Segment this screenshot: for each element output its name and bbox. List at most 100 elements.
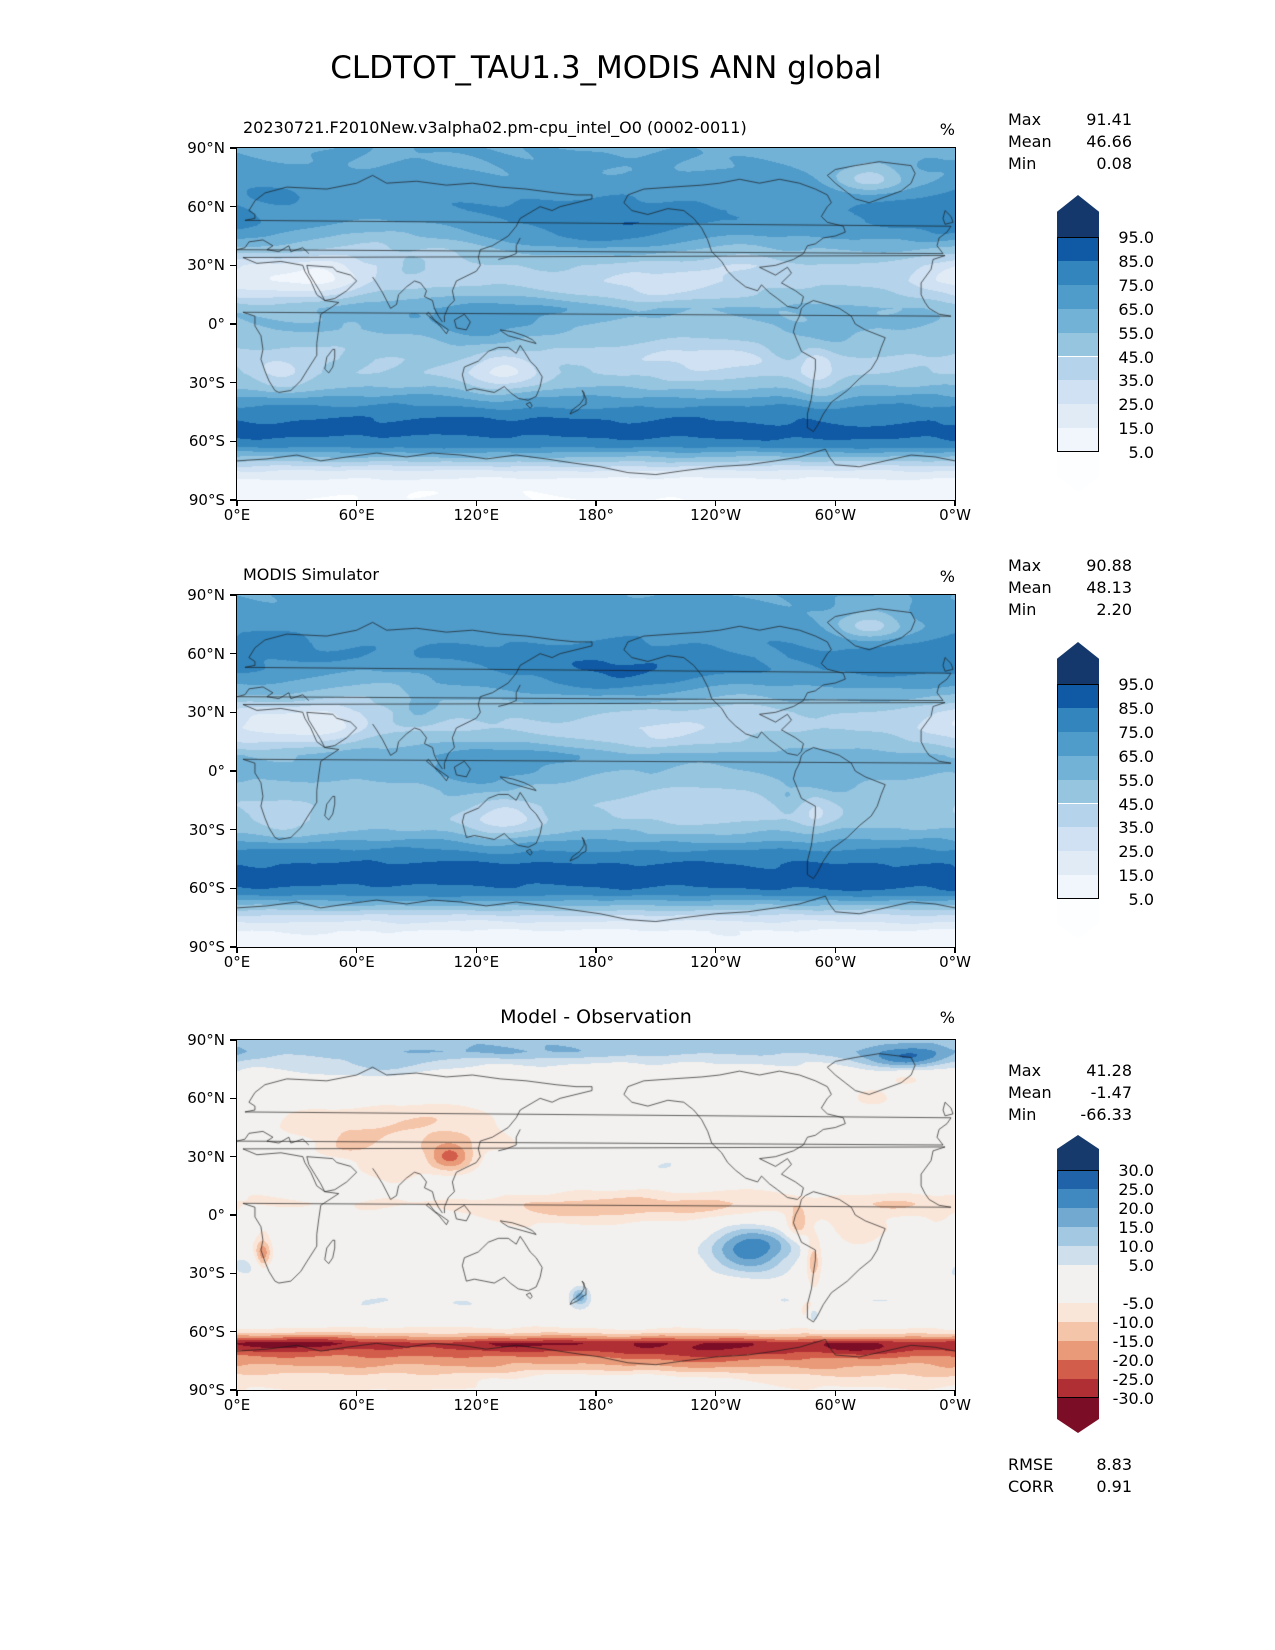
colorbar-tick-label: 75.0 — [1118, 722, 1154, 742]
y-tick-mark — [230, 264, 236, 267]
colorbar-tick-label: -25.0 — [1112, 1370, 1154, 1389]
panel-difference-stats: Max 41.28 Mean -1.47 Min -66.33 — [1008, 1061, 1132, 1127]
colorbar-tick-label: 35.0 — [1118, 371, 1154, 391]
x-tick-label: 0°W — [939, 953, 971, 971]
x-tick-mark — [954, 1391, 956, 1396]
x-tick-label: 120°E — [453, 506, 500, 524]
colorbar-band — [1057, 779, 1099, 804]
colorbar-band — [1057, 404, 1099, 429]
x-tick-mark — [714, 948, 717, 953]
colorbar-band — [1057, 803, 1099, 828]
colorbar-band — [1057, 755, 1099, 780]
stat-row: Mean -1.47 — [1008, 1083, 1132, 1105]
panel-observation-colorbar: 95.0 85.0 75.0 65.0 55.0 45.0 35.0 25.0 15.0 5.0 — [1057, 550, 1154, 940]
stat-row: Max 91.41 — [1008, 110, 1132, 132]
stat-label: Min — [1008, 1105, 1037, 1124]
y-tick-mark — [230, 440, 236, 443]
colorbar-band — [1057, 1189, 1099, 1208]
colorbar-band — [1057, 380, 1099, 405]
y-tick-label: 60°N — [187, 1089, 225, 1108]
x-tick-label: 180° — [577, 1396, 615, 1414]
colorbar-tick-label: -30.0 — [1112, 1389, 1154, 1408]
y-tick-label: 30°S — [188, 820, 225, 839]
x-tick-label: 120°W — [690, 1396, 742, 1414]
y-tick-mark — [230, 711, 236, 714]
panel-model-title: 20230721.F2010New.v3alpha02.pm-cpu_intel… — [243, 118, 747, 137]
stat-label: RMSE — [1008, 1455, 1054, 1474]
x-tick-label: 0°E — [223, 953, 251, 971]
colorbar-band — [1057, 1322, 1099, 1341]
y-tick-mark — [230, 1389, 236, 1391]
colorbar-tick-label: 15.0 — [1118, 866, 1154, 886]
colorbar-tick-label: 10.0 — [1118, 1237, 1154, 1256]
colorbar-band — [1057, 1360, 1099, 1379]
stat-row: Max 41.28 — [1008, 1061, 1132, 1083]
stat-label: Max — [1008, 1061, 1042, 1080]
y-tick-label: 60°S — [188, 879, 225, 898]
x-tick-mark — [714, 1391, 717, 1396]
x-tick-label: 180° — [577, 953, 615, 971]
y-tick-label: 90°N — [187, 139, 225, 157]
map-difference — [236, 1039, 956, 1391]
panel-model-header: 20230721.F2010New.v3alpha02.pm-cpu_intel… — [237, 118, 955, 142]
panel-observation-stats: Max 90.88 Mean 48.13 Min 2.20 — [1008, 556, 1132, 622]
colorbar-band — [1057, 827, 1099, 852]
colorbar-tick-label: 5.0 — [1128, 890, 1154, 910]
y-tick-mark — [230, 887, 236, 890]
colorbar-tick-label: 25.0 — [1118, 842, 1154, 862]
stat-value: 91.41 — [1086, 110, 1132, 129]
panel-model-colorbar: 95.0 85.0 75.0 65.0 55.0 45.0 35.0 25.0 15.0 5.0 — [1057, 103, 1154, 493]
stat-value: 90.88 — [1086, 556, 1132, 575]
colorbar-cap-top — [1057, 1135, 1099, 1170]
x-tick-mark — [475, 1391, 478, 1396]
x-tick-mark — [954, 501, 956, 506]
colorbar-tick-label: 75.0 — [1118, 275, 1154, 295]
x-tick-label: 0°E — [223, 1396, 251, 1414]
colorbar-band — [1057, 260, 1099, 285]
y-tick-mark — [230, 1330, 236, 1333]
y-tick-mark — [230, 770, 236, 772]
colorbar-band — [1057, 1208, 1099, 1227]
map-model — [236, 147, 956, 501]
colorbar-cap-bottom — [1057, 1398, 1099, 1433]
panel-difference-title: Model - Observation — [500, 1006, 692, 1028]
panel-model: 20230721.F2010New.v3alpha02.pm-cpu_intel… — [0, 103, 1275, 553]
colorbar-band — [1057, 1246, 1099, 1265]
colorbar-band — [1057, 707, 1099, 732]
colorbar-tick-label: 15.0 — [1118, 1218, 1154, 1237]
colorbar-tick-label: 95.0 — [1118, 228, 1154, 247]
x-tick-mark — [595, 948, 597, 953]
colorbar-band — [1057, 1170, 1099, 1189]
colorbar-outline — [1057, 1170, 1099, 1398]
y-tick-mark — [230, 1039, 236, 1041]
colorbar-band — [1057, 284, 1099, 309]
y-tick-mark — [230, 946, 236, 948]
panel-model-stats: Max 91.41 Mean 46.66 Min 0.08 — [1008, 110, 1132, 176]
panel-difference-header: Model - Observation % — [237, 1006, 955, 1030]
panel-difference-unit: % — [939, 1008, 955, 1027]
figure-title: CLDTOT_TAU1.3_MODIS ANN global — [330, 50, 882, 86]
colorbar-band — [1057, 875, 1099, 900]
panel-observation-unit: % — [939, 567, 955, 586]
stat-value: 0.91 — [1096, 1477, 1132, 1496]
stat-label: Min — [1008, 600, 1037, 619]
colorbar-tick-label: -20.0 — [1112, 1351, 1154, 1370]
map-observation — [236, 594, 956, 948]
y-tick-label: 0° — [207, 1206, 225, 1224]
colorbar-band — [1057, 1265, 1099, 1303]
colorbar-band — [1057, 237, 1099, 261]
y-tick-mark — [230, 1097, 236, 1100]
colorbar-tick-label: -10.0 — [1112, 1313, 1154, 1332]
stat-row: Max 90.88 — [1008, 556, 1132, 578]
colorbar-tick-label: -5.0 — [1122, 1294, 1154, 1313]
x-tick-label: 120°W — [690, 953, 742, 971]
y-tick-label: 0° — [207, 762, 225, 780]
stat-value: 48.13 — [1086, 578, 1132, 597]
y-tick-label: 90°S — [188, 1381, 225, 1399]
colorbar-band — [1057, 428, 1099, 453]
stat-value: 2.20 — [1096, 600, 1132, 619]
colorbar-band — [1057, 356, 1099, 381]
y-tick-mark — [230, 381, 236, 384]
panel-observation: MODIS Simulator % Max 90.88 Mean 48.13 Min 2.… — [0, 550, 1275, 1000]
